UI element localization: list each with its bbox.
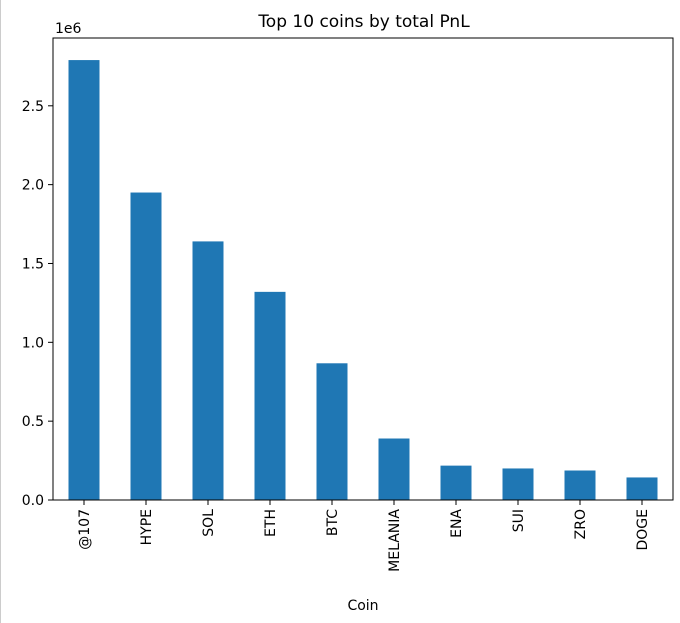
bar-BTC (316, 363, 348, 500)
bars-layer (68, 60, 658, 500)
x-tick-label: SUI (511, 509, 527, 532)
chart-title: Top 10 coins by total PnL (257, 12, 470, 32)
x-tick-label: SOL (201, 509, 217, 537)
bar-SOL (192, 241, 224, 500)
y-tick-label: 0.0 (22, 493, 44, 509)
x-tick-label: ZRO (573, 509, 589, 539)
x-axis: @107 HYPE SOL ETH BTC MELANIA ENA SUI ZRO DOGE (77, 500, 651, 572)
x-tick-label: MELANIA (387, 509, 403, 572)
bar-MELANIA (378, 438, 410, 500)
plot-area-frame (52, 37, 674, 501)
x-tick-label: DOGE (635, 509, 651, 551)
x-tick-label: @107 (77, 509, 93, 550)
y-axis: 0.0 0.5 1.0 1.5 2.0 2.5 (22, 99, 53, 509)
y-tick-label: 0.5 (22, 414, 44, 430)
y-tick-label: 2.0 (22, 178, 44, 194)
bar-ENA (440, 465, 472, 500)
x-tick-label: BTC (325, 509, 341, 536)
bar-ETH (254, 291, 286, 500)
bar-HYPE (130, 192, 162, 500)
left-edge-line (0, 0, 1, 623)
bar-ZRO (564, 470, 596, 500)
bar-SUI (502, 468, 534, 500)
y-scale-label: 1e6 (55, 21, 82, 37)
x-tick-label: ETH (263, 509, 279, 537)
x-tick-label: HYPE (139, 509, 155, 545)
y-tick-label: 2.5 (22, 99, 44, 115)
bar-DOGE (626, 477, 658, 500)
y-tick-label: 1.0 (22, 335, 44, 351)
x-tick-label: ENA (449, 509, 465, 538)
x-axis-label: Coin (347, 598, 378, 614)
y-tick-label: 1.5 (22, 256, 44, 272)
bar-@107 (68, 60, 100, 500)
